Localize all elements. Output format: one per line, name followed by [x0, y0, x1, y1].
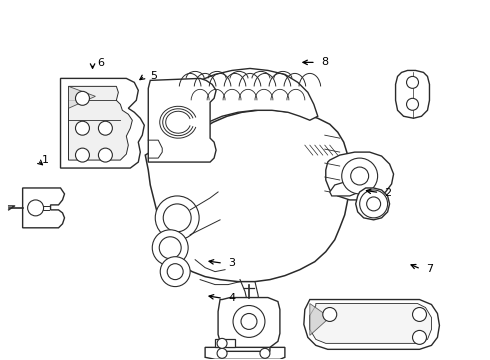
- Text: 5: 5: [150, 71, 157, 81]
- Circle shape: [75, 91, 90, 105]
- Polygon shape: [205, 347, 285, 359]
- Polygon shape: [61, 78, 144, 168]
- Circle shape: [167, 264, 183, 280]
- Polygon shape: [310, 303, 330, 336]
- Circle shape: [233, 306, 265, 337]
- Polygon shape: [218, 298, 280, 347]
- Polygon shape: [304, 300, 440, 349]
- Circle shape: [155, 196, 199, 240]
- Polygon shape: [395, 71, 429, 118]
- Circle shape: [75, 121, 90, 135]
- Circle shape: [152, 230, 188, 266]
- Circle shape: [27, 200, 44, 216]
- Circle shape: [241, 314, 257, 329]
- Circle shape: [407, 98, 418, 110]
- Circle shape: [342, 158, 378, 194]
- Circle shape: [217, 338, 227, 348]
- Circle shape: [217, 348, 227, 358]
- Circle shape: [163, 204, 191, 232]
- Polygon shape: [69, 86, 96, 108]
- Circle shape: [407, 76, 418, 88]
- Circle shape: [351, 167, 368, 185]
- Polygon shape: [145, 110, 350, 282]
- Circle shape: [98, 148, 112, 162]
- Polygon shape: [310, 303, 432, 343]
- Text: 7: 7: [426, 264, 433, 274]
- Text: 8: 8: [321, 57, 328, 67]
- Polygon shape: [326, 152, 393, 200]
- Circle shape: [75, 148, 90, 162]
- Text: 6: 6: [98, 58, 104, 68]
- Polygon shape: [23, 188, 65, 228]
- Polygon shape: [215, 339, 235, 347]
- Text: 1: 1: [42, 155, 49, 165]
- Circle shape: [160, 257, 190, 287]
- Circle shape: [367, 197, 381, 211]
- Circle shape: [323, 307, 337, 321]
- Circle shape: [413, 307, 426, 321]
- Polygon shape: [330, 182, 360, 196]
- Circle shape: [413, 330, 426, 345]
- Polygon shape: [174, 68, 318, 134]
- Text: 2: 2: [384, 188, 392, 198]
- Circle shape: [159, 237, 181, 259]
- Circle shape: [98, 121, 112, 135]
- Circle shape: [260, 348, 270, 358]
- Polygon shape: [356, 188, 390, 220]
- Polygon shape: [148, 78, 216, 162]
- Text: 4: 4: [228, 293, 235, 303]
- Polygon shape: [69, 86, 132, 160]
- Circle shape: [360, 190, 388, 218]
- Text: 3: 3: [228, 258, 235, 268]
